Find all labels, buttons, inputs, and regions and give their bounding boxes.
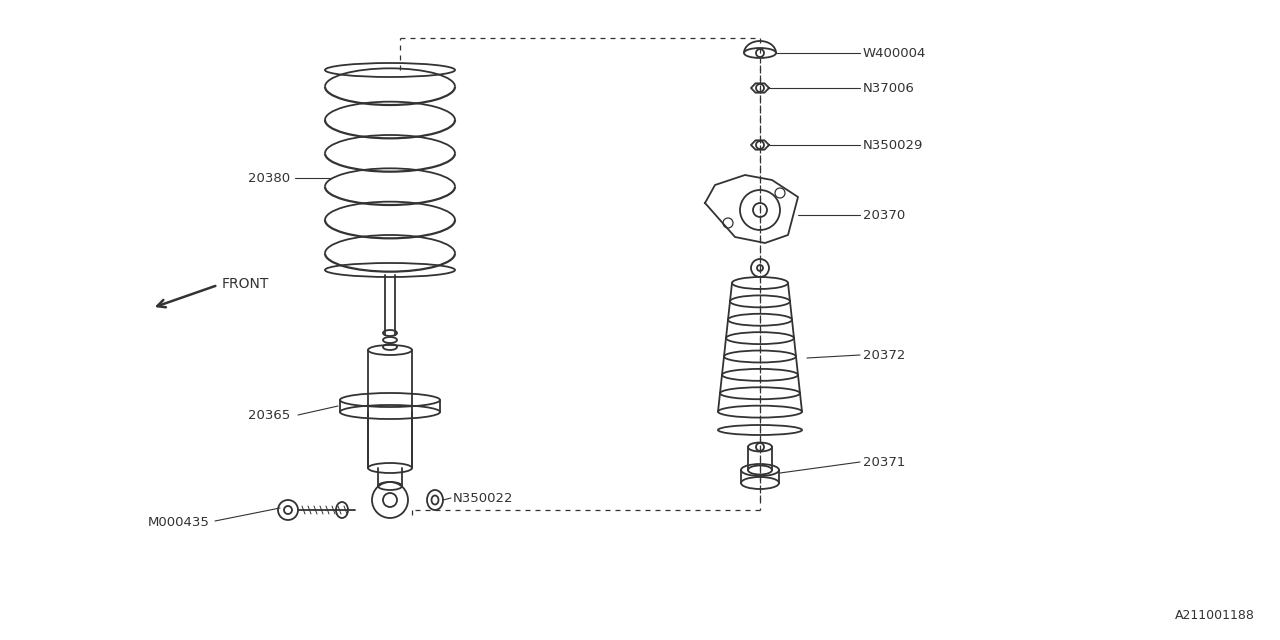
Text: N350029: N350029 — [863, 138, 923, 152]
Text: W400004: W400004 — [863, 47, 927, 60]
Text: M000435: M000435 — [148, 516, 210, 529]
Text: 20380: 20380 — [248, 172, 291, 184]
Text: A211001188: A211001188 — [1175, 609, 1254, 622]
Text: 20372: 20372 — [863, 349, 905, 362]
Text: 20370: 20370 — [863, 209, 905, 221]
Text: 20365: 20365 — [248, 408, 291, 422]
Text: N37006: N37006 — [863, 81, 915, 95]
Text: N350022: N350022 — [453, 492, 513, 504]
Text: 20371: 20371 — [863, 456, 905, 468]
Text: FRONT: FRONT — [221, 277, 269, 291]
